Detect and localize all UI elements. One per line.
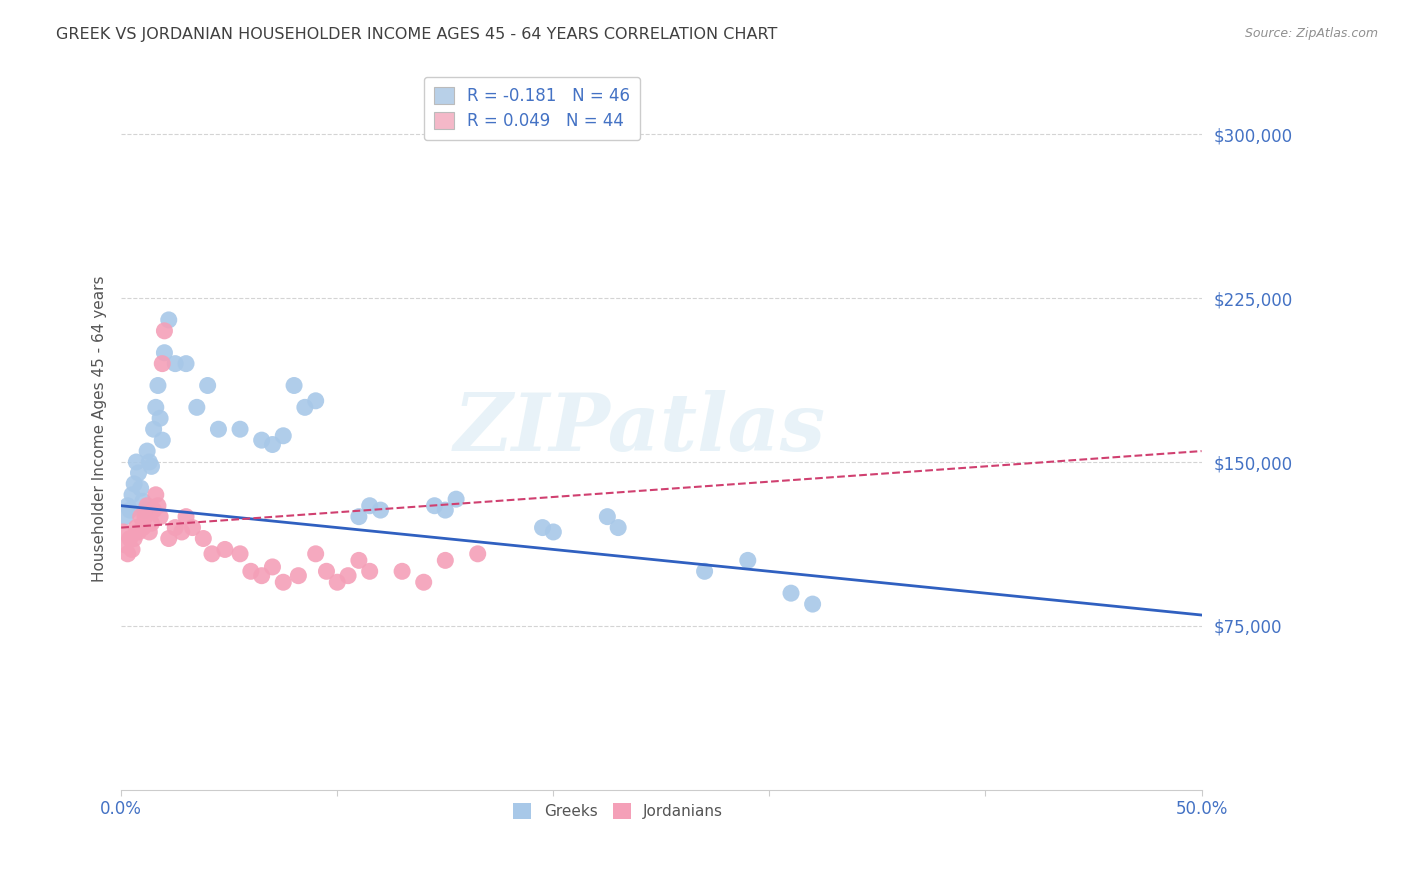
Point: [112, 524, 135, 539]
Point: [132, 520, 155, 534]
Point: [145, 488, 167, 502]
Point: [207, 422, 229, 436]
Point: [347, 509, 370, 524]
Point: [165, 357, 187, 371]
Point: [412, 575, 434, 590]
Point: [250, 433, 273, 447]
Y-axis label: Householder Income Ages 45 - 64 years: Householder Income Ages 45 - 64 years: [93, 276, 107, 582]
Point: [128, 524, 150, 539]
Point: [607, 520, 630, 534]
Point: [531, 520, 554, 534]
Point: [142, 422, 165, 436]
Point: [174, 509, 197, 524]
Point: [118, 503, 141, 517]
Point: [181, 520, 204, 534]
Point: [305, 393, 328, 408]
Point: [142, 503, 165, 517]
Legend: Greeks, Jordanians: Greeks, Jordanians: [508, 797, 730, 826]
Point: [150, 433, 173, 447]
Point: [141, 459, 163, 474]
Point: [170, 524, 193, 539]
Point: [262, 437, 284, 451]
Point: [153, 345, 176, 359]
Point: [271, 575, 294, 590]
Point: [128, 466, 150, 480]
Point: [134, 509, 156, 524]
Point: [229, 547, 252, 561]
Point: [801, 597, 824, 611]
Point: [214, 542, 236, 557]
Point: [117, 547, 139, 561]
Point: [129, 509, 152, 524]
Point: [693, 564, 716, 578]
Point: [347, 553, 370, 567]
Point: [122, 532, 145, 546]
Point: [305, 547, 328, 561]
Point: [423, 499, 446, 513]
Point: [121, 488, 143, 502]
Point: [186, 401, 208, 415]
Point: [141, 516, 163, 531]
Point: [117, 499, 139, 513]
Point: [132, 494, 155, 508]
Point: [262, 560, 284, 574]
Point: [326, 575, 349, 590]
Point: [157, 532, 180, 546]
Point: [239, 564, 262, 578]
Point: [596, 509, 619, 524]
Text: Source: ZipAtlas.com: Source: ZipAtlas.com: [1244, 27, 1378, 40]
Point: [359, 564, 381, 578]
Point: [125, 520, 148, 534]
Point: [138, 455, 160, 469]
Point: [434, 553, 457, 567]
Point: [149, 411, 172, 425]
Point: [444, 492, 467, 507]
Point: [136, 444, 159, 458]
Point: [294, 401, 316, 415]
Point: [287, 568, 309, 582]
Text: GREEK VS JORDANIAN HOUSEHOLDER INCOME AGES 45 - 64 YEARS CORRELATION CHART: GREEK VS JORDANIAN HOUSEHOLDER INCOME AG…: [56, 27, 778, 42]
Point: [201, 547, 224, 561]
Point: [138, 524, 160, 539]
Point: [121, 542, 143, 557]
Point: [780, 586, 803, 600]
Point: [122, 476, 145, 491]
Point: [737, 553, 759, 567]
Point: [114, 538, 136, 552]
Point: [391, 564, 413, 578]
Point: [193, 532, 215, 546]
Point: [149, 509, 172, 524]
Text: ZIPatlas: ZIPatlas: [454, 391, 825, 468]
Point: [134, 503, 156, 517]
Point: [145, 401, 167, 415]
Point: [543, 524, 565, 539]
Point: [283, 378, 305, 392]
Point: [229, 422, 252, 436]
Point: [337, 568, 360, 582]
Point: [359, 499, 381, 513]
Point: [434, 503, 457, 517]
Point: [271, 429, 294, 443]
Point: [146, 499, 169, 513]
Point: [153, 324, 176, 338]
Point: [146, 378, 169, 392]
Point: [197, 378, 219, 392]
Point: [174, 357, 197, 371]
Point: [150, 357, 173, 371]
Point: [467, 547, 489, 561]
Point: [370, 503, 392, 517]
Point: [165, 520, 187, 534]
Point: [118, 532, 141, 546]
Point: [157, 313, 180, 327]
Point: [136, 499, 159, 513]
Point: [129, 481, 152, 495]
Point: [250, 568, 273, 582]
Point: [114, 509, 136, 524]
Point: [125, 455, 148, 469]
Point: [315, 564, 337, 578]
